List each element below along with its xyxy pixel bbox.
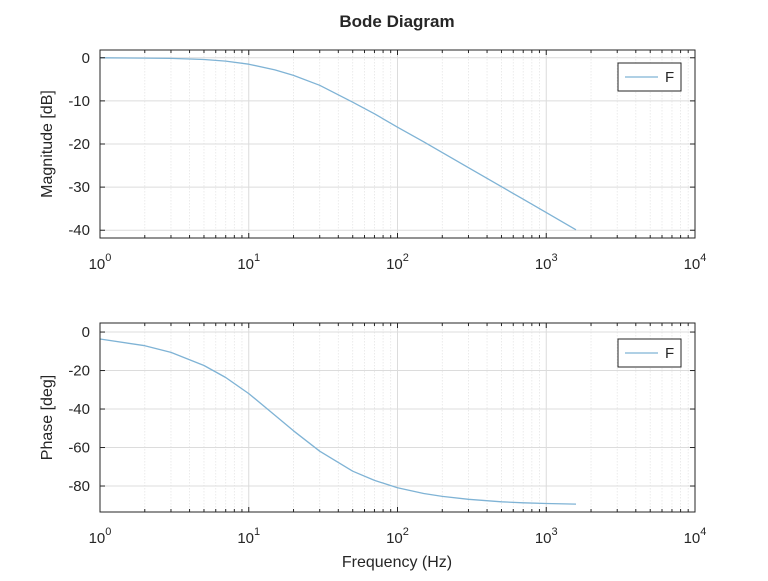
ytick-label: -20 bbox=[68, 136, 90, 153]
series-line-F bbox=[99, 57, 577, 231]
xtick-label: 101 bbox=[237, 252, 260, 273]
phase-tick-labels: 0 -20 -40 -60 -80 100 101 102 103 104 bbox=[68, 324, 706, 547]
series-line-F bbox=[99, 338, 577, 505]
xtick-label: 100 bbox=[89, 252, 112, 273]
xtick-label: 102 bbox=[386, 252, 409, 273]
phase-ylabel: Phase [deg] bbox=[39, 375, 56, 460]
ytick-label: -60 bbox=[68, 440, 90, 457]
legend-entry-label: F bbox=[665, 69, 674, 86]
magnitude-grid bbox=[99, 50, 696, 238]
xtick-label: 101 bbox=[237, 526, 260, 547]
legend-entry-label: F bbox=[665, 345, 674, 362]
magnitude-legend[interactable]: F bbox=[617, 62, 682, 92]
xtick-label: 100 bbox=[89, 526, 112, 547]
magnitude-tick-labels: 0 -10 -20 -30 -40 100 101 102 103 104 bbox=[68, 50, 706, 273]
magnitude-axes: 0 -10 -20 -30 -40 100 101 102 103 104 Magnitude [… bbox=[39, 49, 706, 273]
phase-legend[interactable]: F bbox=[617, 338, 682, 368]
frequency-xlabel: Frequency (Hz) bbox=[342, 554, 452, 571]
ytick-label: 0 bbox=[82, 50, 90, 67]
ytick-label: -10 bbox=[68, 93, 90, 110]
xtick-label: 103 bbox=[535, 526, 558, 547]
chart-title: Bode Diagram bbox=[339, 12, 454, 31]
phase-grid bbox=[99, 323, 696, 512]
magnitude-curve bbox=[99, 57, 577, 231]
ytick-label: -20 bbox=[68, 363, 90, 380]
phase-curve bbox=[99, 338, 577, 505]
ytick-label: -80 bbox=[68, 478, 90, 495]
ytick-label: -30 bbox=[68, 179, 90, 196]
phase-axes: 0 -20 -40 -60 -80 100 101 102 103 104 Phase [deg]… bbox=[39, 322, 706, 547]
xtick-label: 104 bbox=[684, 252, 707, 273]
xtick-label: 103 bbox=[535, 252, 558, 273]
ytick-label: 0 bbox=[82, 324, 90, 341]
xtick-label: 102 bbox=[386, 526, 409, 547]
magnitude-axes-frame bbox=[99, 49, 696, 239]
xtick-label: 104 bbox=[684, 526, 707, 547]
ytick-label: -40 bbox=[68, 222, 90, 239]
ytick-label: -40 bbox=[68, 401, 90, 418]
phase-axes-frame bbox=[99, 322, 696, 513]
magnitude-ylabel: Magnitude [dB] bbox=[39, 90, 56, 198]
